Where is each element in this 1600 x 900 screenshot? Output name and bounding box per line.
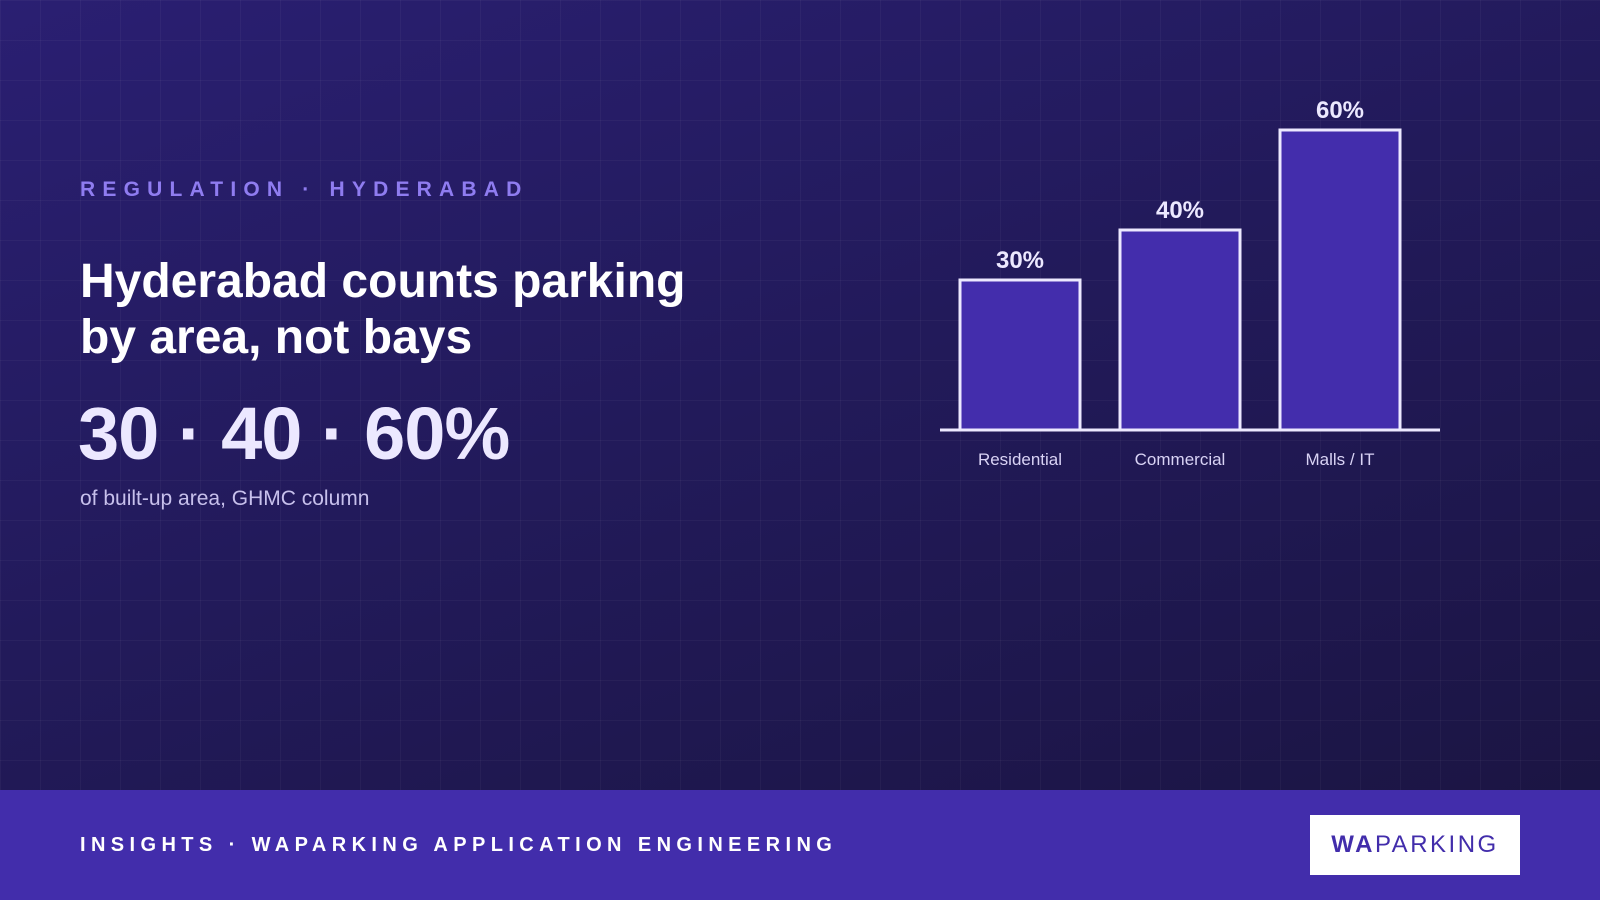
x-tick-label: Commercial (1135, 450, 1226, 469)
x-tick-label: Malls / IT (1306, 450, 1375, 469)
bar-commercial (1118, 228, 1242, 432)
bar-residential (958, 278, 1082, 432)
footer-text: INSIGHTS · WAPARKING APPLICATION ENGINEE… (80, 834, 838, 856)
x-tick-label: Residential (978, 450, 1062, 469)
waparking-logo: WAPARKING (1310, 815, 1520, 875)
stat-caption: of built-up area, GHMC column (80, 487, 370, 510)
bar-malls-it (1278, 128, 1402, 432)
big-stat: 30 · 40 · 60% (78, 392, 510, 475)
logo-text-strong: WA (1331, 831, 1375, 858)
bar-value-label: 30% (996, 247, 1044, 274)
headline-line-2: by area, not bays (80, 311, 473, 364)
bar-value-label: 60% (1316, 97, 1364, 124)
eyebrow-label: REGULATION · HYDERABAD (80, 178, 529, 201)
bar-chart: 30% Residential 40% Commercial 60% Malls / IT (940, 97, 1440, 469)
headline-line-1: Hyderabad counts parking (80, 255, 686, 308)
page-title: Hyderabad counts parking by area, not ba… (80, 254, 800, 366)
bar-value-label: 40% (1156, 197, 1204, 224)
logo-text-light: PARKING (1374, 831, 1499, 858)
footer-bar: INSIGHTS · WAPARKING APPLICATION ENGINEE… (0, 790, 1600, 900)
